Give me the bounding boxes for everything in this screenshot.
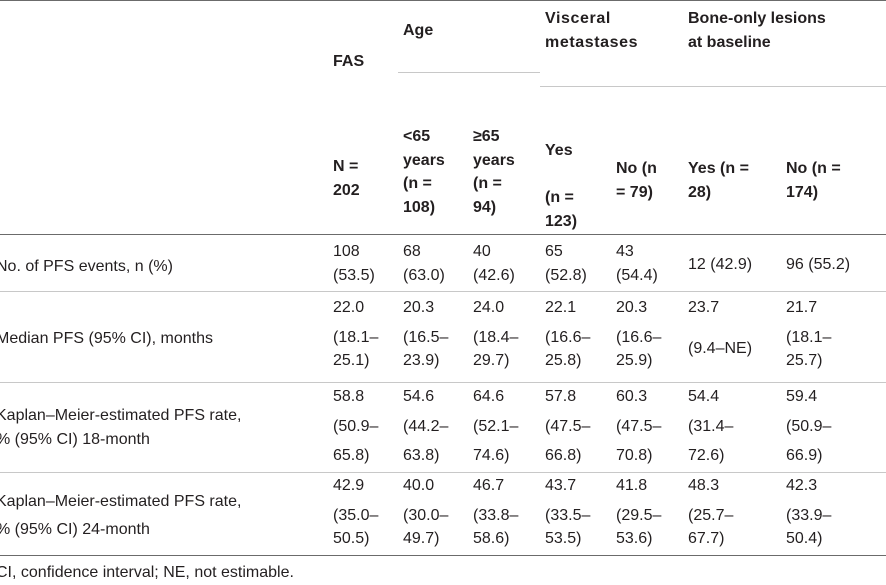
header-age: Age (403, 22, 434, 39)
table-cell: 54.4 (31.4– 72.6) (688, 388, 734, 464)
table-cell: 22.1 (16.6– 25.8) (545, 299, 591, 369)
age-group-rule (398, 72, 540, 73)
table-footnote: CI, confidence interval; NE, not estimab… (0, 564, 294, 581)
table-cell: 60.3 (47.5– 70.8) (616, 388, 662, 464)
table-cell: 65 (52.8) (545, 243, 587, 284)
table-cell: 43.7 (33.5– 53.5) (545, 477, 591, 547)
table-cell: 42.3 (33.9– 50.4) (786, 477, 832, 547)
header-bone-only: Bone-only lesions at baseline (688, 10, 826, 51)
bone-group-rule (683, 86, 886, 87)
table-cell: 46.7 (33.8– 58.6) (473, 477, 519, 547)
table-cell: 43 (54.4) (616, 243, 658, 284)
table-cell: 24.0 (18.4– 29.7) (473, 299, 519, 369)
table-cell: 23.7 (9.4–NE) (688, 299, 753, 357)
visceral-group-rule (540, 86, 683, 87)
row-rule-3 (0, 472, 886, 473)
subheader-bone-no: No (n = 174) (786, 160, 841, 201)
table-top-rule (0, 0, 886, 1)
subheader-age-under-65: <65 years (n = 108) (403, 128, 445, 216)
table-cell: 57.8 (47.5– 66.8) (545, 388, 591, 464)
table-cell: 54.6 (44.2– 63.8) (403, 388, 449, 464)
header-fas: FAS (333, 53, 365, 70)
table-cell: 40 (42.6) (473, 243, 515, 284)
row-label-km-24-month: Kaplan–Meier-estimated PFS rate,% (95% C… (0, 493, 242, 538)
subheader-fas-n: N = 202 (333, 158, 360, 199)
row-label-median-pfs: Median PFS (95% CI), months (0, 330, 213, 347)
table-cell: 48.3 (25.7– 67.7) (688, 477, 734, 547)
table-cell: 42.9 (35.0– 50.5) (333, 477, 379, 547)
header-visceral: Visceral metastases (545, 10, 639, 51)
row-rule-1 (0, 291, 886, 292)
table-cell: 20.3 (16.5– 23.9) (403, 299, 449, 369)
row-label-pfs-events: No. of PFS events, n (%) (0, 258, 173, 275)
table-cell: 22.0 (18.1– 25.1) (333, 299, 379, 369)
subheader-bone-yes: Yes (n = 28) (688, 160, 749, 201)
table-cell: 58.8 (50.9– 65.8) (333, 388, 379, 464)
table-cell: 59.4 (50.9– 66.9) (786, 388, 832, 464)
header-bottom-rule (0, 234, 886, 235)
table-cell: 68 (63.0) (403, 243, 445, 284)
table-cell: 12 (42.9) (688, 256, 753, 273)
subheader-age-65-plus: ≥65 years (n = 94) (473, 128, 515, 216)
table-cell: 96 (55.2) (786, 256, 851, 273)
table-cell: 41.8 (29.5– 53.6) (616, 477, 662, 547)
table-cell: 21.7 (18.1– 25.7) (786, 299, 832, 369)
table-cell: 40.0 (30.0– 49.7) (403, 477, 449, 547)
table-cell: 64.6 (52.1– 74.6) (473, 388, 519, 464)
subheader-visceral-yes: Yes (n = 123) (545, 142, 578, 230)
row-rule-2 (0, 382, 886, 383)
subheader-visceral-no: No (n = 79) (616, 160, 657, 201)
table-cell: 20.3 (16.6– 25.9) (616, 299, 662, 369)
table-cell: 108 (53.5) (333, 243, 375, 284)
table-bottom-rule (0, 555, 886, 556)
row-label-km-18-month: Kaplan–Meier-estimated PFS rate,% (95% C… (0, 407, 242, 448)
